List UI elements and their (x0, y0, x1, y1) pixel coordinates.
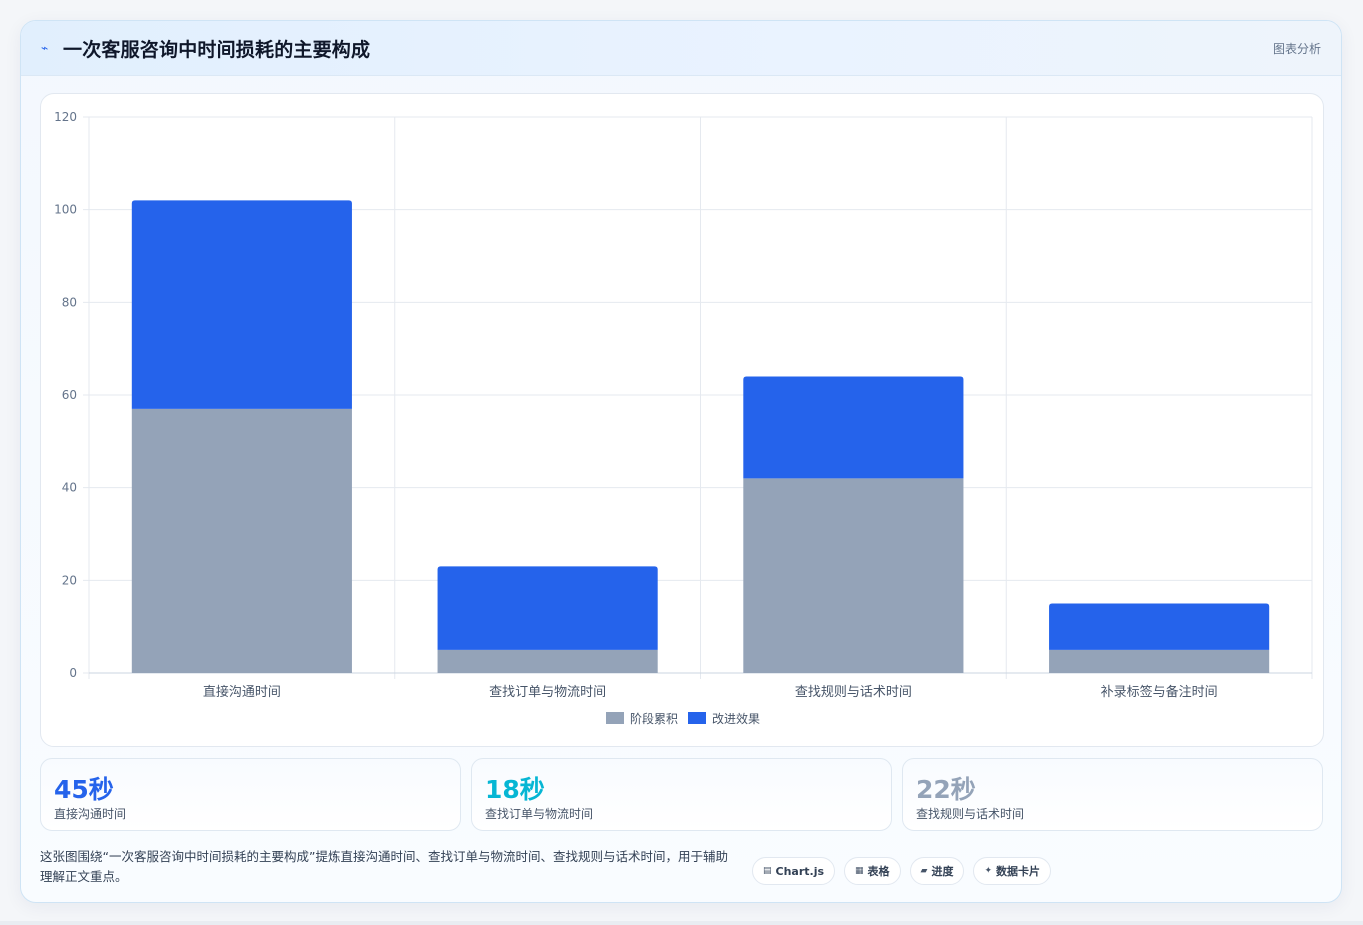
stat-label-2: 查找规则与话术时间 (916, 807, 1025, 821)
y-tick-label: 20 (62, 573, 77, 587)
y-tick-label: 100 (54, 203, 77, 217)
progress-icon: ▰ (920, 866, 928, 876)
legend-swatch-0 (606, 712, 624, 724)
legend-swatch-1 (688, 712, 707, 724)
bottom-strip (0, 921, 1363, 925)
stat-label-0: 直接沟通时间 (54, 807, 127, 821)
bar-segment (437, 566, 658, 650)
bar-segment (437, 649, 658, 673)
y-tick-label: 0 (69, 666, 77, 680)
table-icon: ▦ (855, 866, 864, 876)
y-tick-label: 120 (54, 110, 77, 124)
chip-table[interactable]: ▦ 表格 (844, 857, 901, 885)
sparkle-icon: ✦ (984, 866, 993, 876)
legend-label-0: 阶段累积 (630, 711, 679, 726)
stat-value-1: 18秒 (485, 775, 545, 804)
stat-label-1: 查找订单与物流时间 (485, 807, 594, 821)
stat-card-2: 22秒 查找规则与话术时间 (902, 758, 1323, 831)
bolt-icon: ⌁ (41, 41, 49, 55)
bar-segment (131, 408, 352, 673)
legend-item-0[interactable]: 阶段累积 (606, 710, 678, 727)
stat-value-2: 22秒 (916, 775, 976, 804)
bar-segment (743, 478, 964, 673)
y-tick-label: 60 (62, 388, 77, 402)
chart-tag: 图表分析 (1272, 42, 1321, 56)
y-tick-label: 80 (62, 295, 77, 309)
chart-card: ⌁ 一次客服咨询中时间损耗的主要构成 图表分析 0 20 40 60 80 100 120 直… (20, 20, 1342, 903)
card-header: ⌁ 一次客服咨询中时间损耗的主要构成 图表分析 (21, 21, 1341, 76)
y-tick-label: 40 (62, 481, 77, 495)
chart-icon: ▤ (763, 866, 772, 876)
stat-card-0: 45秒 直接沟通时间 (40, 758, 461, 831)
chip-label-3: 数据卡片 (996, 865, 1041, 878)
bar-chart: 0 20 40 60 80 100 120 直接沟通时间 查找订单与物流时间 查找规则与话术时间 补… (54, 110, 1313, 700)
x-tick-label: 直接沟通时间 (203, 684, 281, 700)
bar-segment (1049, 649, 1270, 673)
stat-value-0: 45秒 (54, 775, 114, 804)
chart-title: 一次客服咨询中时间损耗的主要构成 (63, 39, 371, 61)
chart-description: 这张图围绕“一次客服咨询中时间损耗的主要构成”提炼直接沟通时间、查找订单与物流时… (40, 849, 728, 884)
bar-segment (743, 376, 964, 479)
chip-label-0: Chart.js (775, 864, 825, 878)
chip-label-2: 进度 (931, 865, 954, 878)
stat-card-1: 18秒 查找订单与物流时间 (471, 758, 892, 831)
chart-legend: 阶段累积 改进效果 (606, 710, 760, 726)
chip-row: ▤ Chart.js ▦ 表格 ▰ 进度 ✦ 数据卡片 (752, 857, 1052, 885)
x-tick-label: 查找规则与话术时间 (795, 685, 912, 700)
chip-data-card[interactable]: ✦ 数据卡片 (973, 857, 1052, 885)
chip-chartjs[interactable]: ▤ Chart.js (752, 857, 836, 885)
legend-item-1[interactable]: 改进效果 (688, 710, 760, 727)
x-tick-label: 查找订单与物流时间 (489, 685, 606, 700)
bar-segment (1049, 603, 1270, 650)
x-tick-label: 补录标签与备注时间 (1101, 684, 1218, 700)
legend-label-1: 改进效果 (712, 711, 761, 726)
chart-area: 0 20 40 60 80 100 120 直接沟通时间 查找订单与物流时间 查找规则与话术时间 补… (40, 93, 1324, 747)
chip-label-1: 表格 (867, 865, 890, 878)
chip-progress[interactable]: ▰ 进度 (909, 857, 965, 885)
bar-segment (131, 200, 352, 409)
